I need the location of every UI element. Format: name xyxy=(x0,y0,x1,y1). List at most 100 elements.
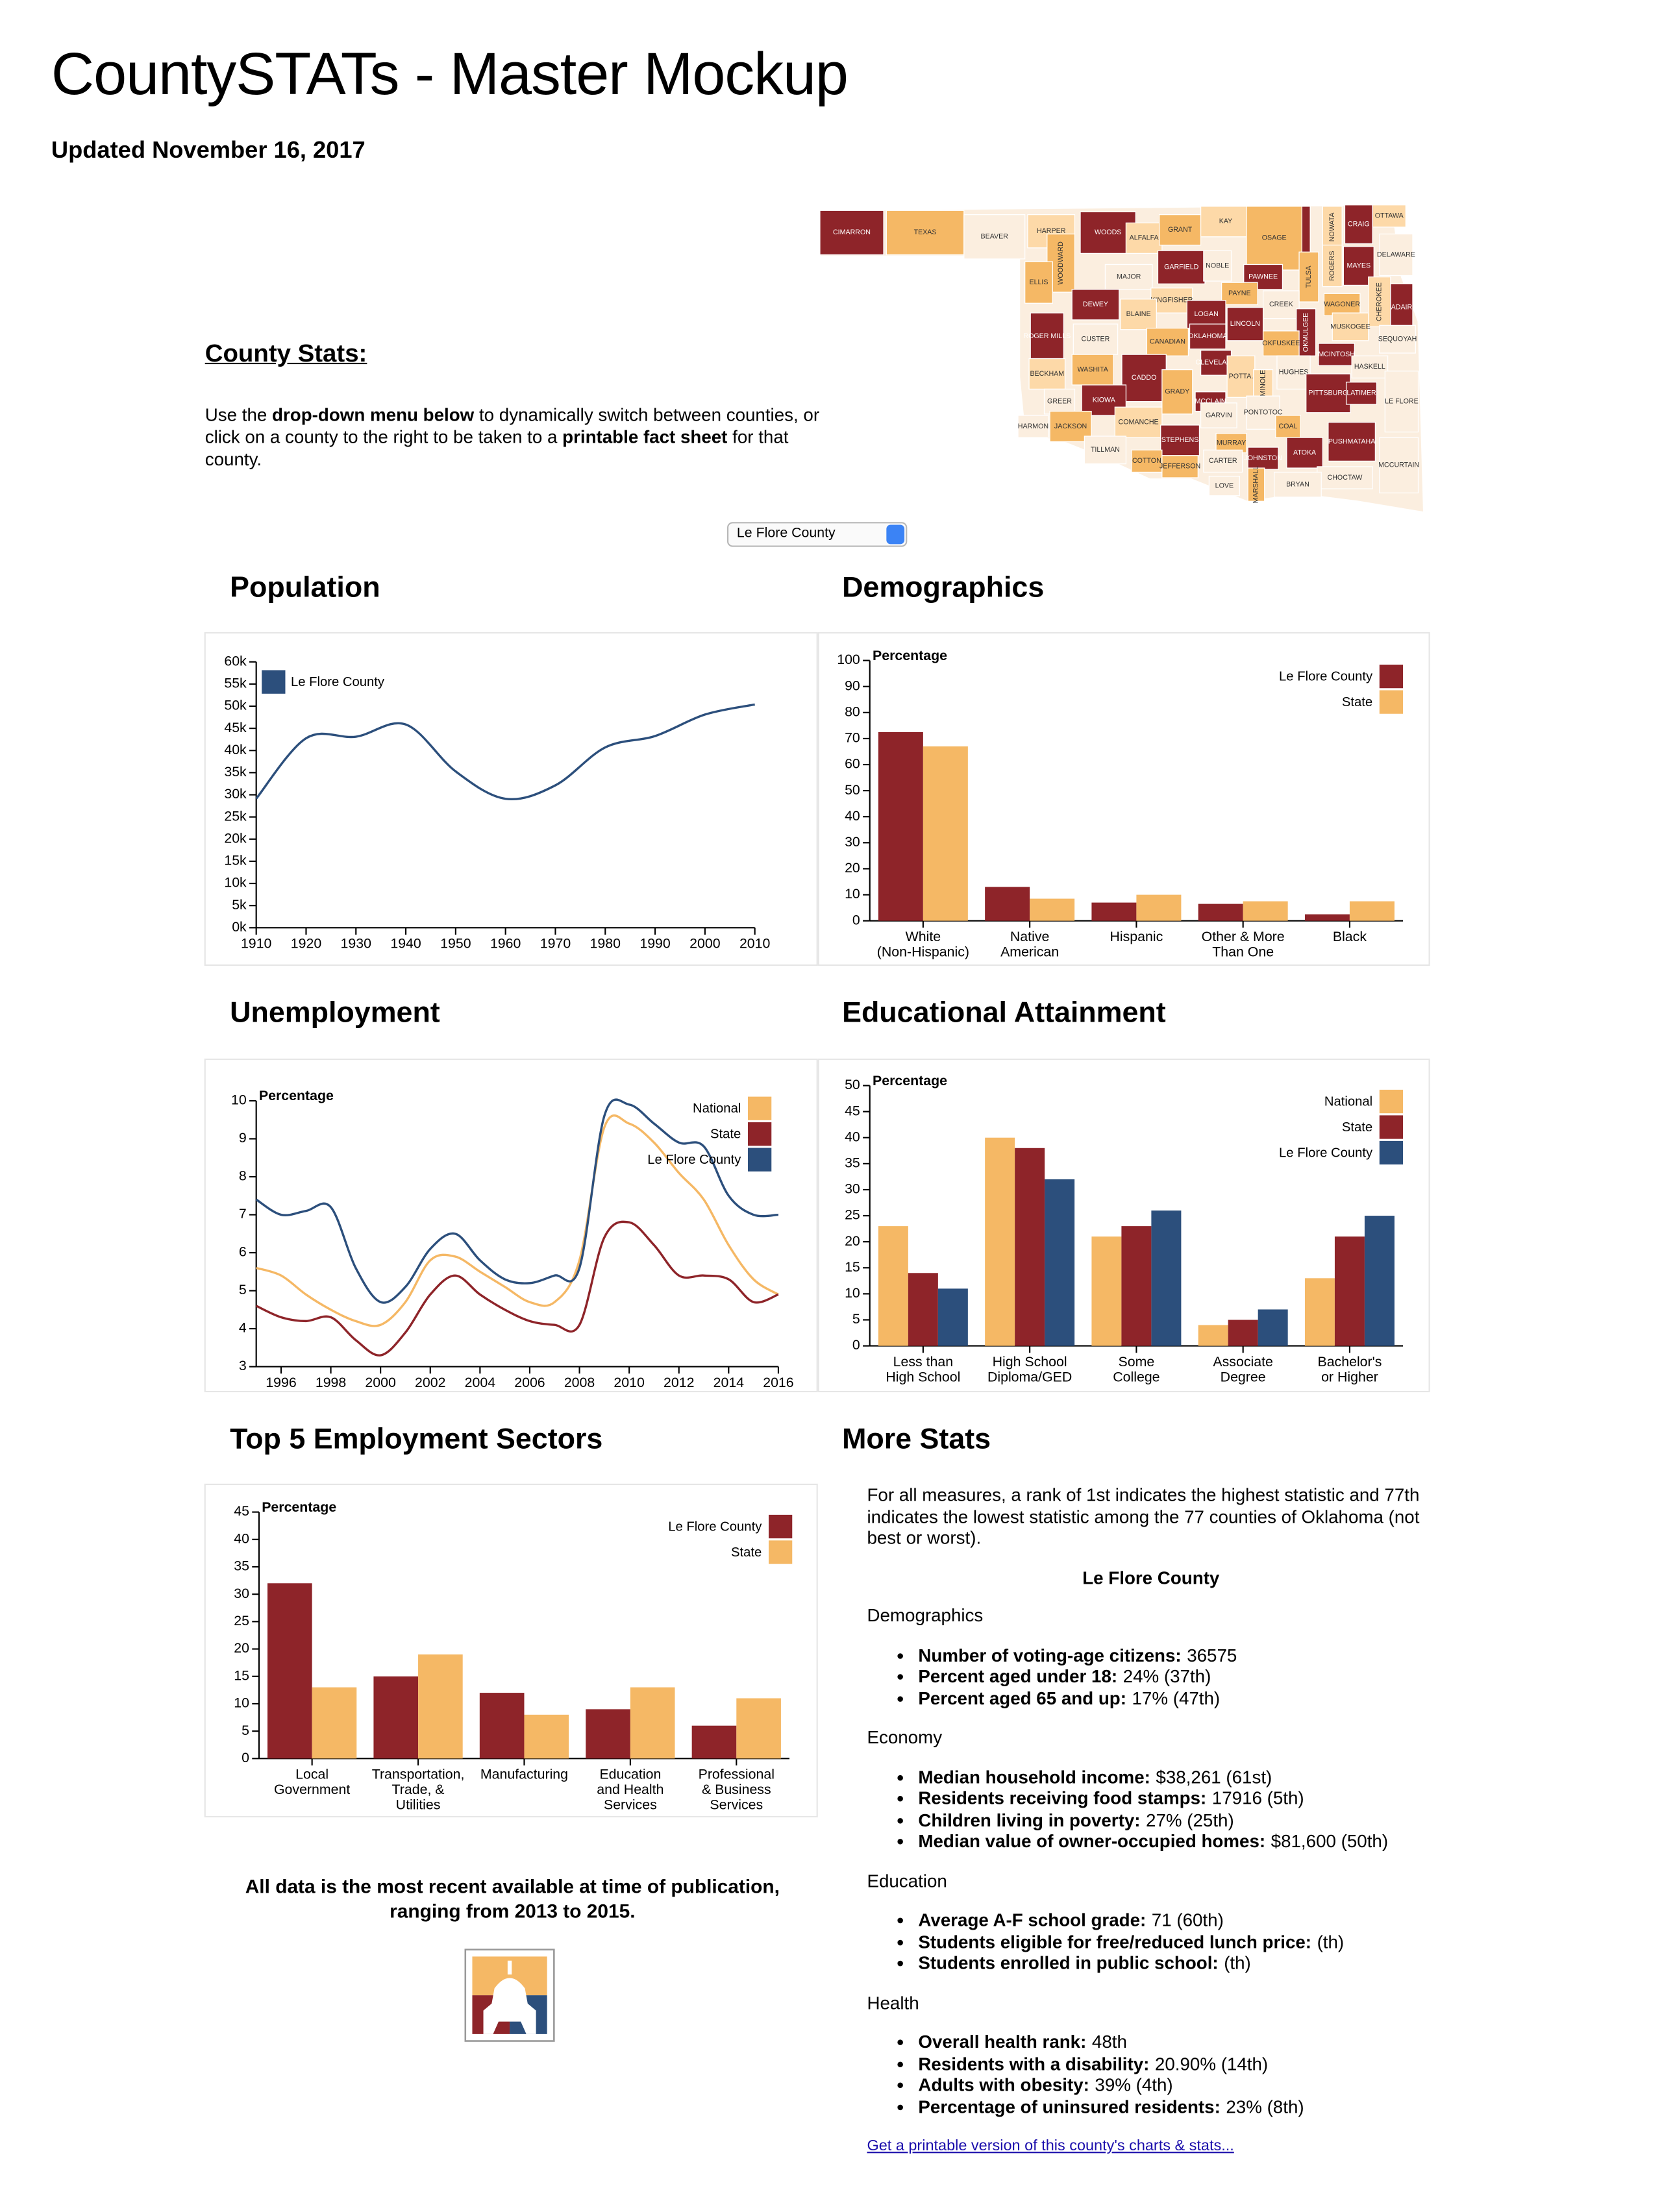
county[interactable] xyxy=(1215,433,1247,454)
county[interactable] xyxy=(1071,289,1120,321)
y-tick-label: 10k xyxy=(224,875,247,891)
bar xyxy=(1198,1325,1228,1346)
county[interactable] xyxy=(1390,283,1413,332)
county[interactable] xyxy=(1296,308,1317,356)
county[interactable] xyxy=(1379,233,1413,276)
county[interactable] xyxy=(1071,354,1114,386)
county[interactable] xyxy=(1028,358,1066,390)
x-tick-label: Education xyxy=(599,1767,661,1782)
county[interactable] xyxy=(1073,323,1119,355)
county-label: ROGER MILLS xyxy=(1023,332,1071,340)
county[interactable] xyxy=(1146,327,1189,356)
county-label: DELAWARE xyxy=(1377,251,1415,258)
county[interactable] xyxy=(1322,206,1343,249)
county[interactable] xyxy=(1274,471,1322,498)
county[interactable] xyxy=(1345,382,1378,405)
county[interactable] xyxy=(1318,343,1356,366)
county[interactable] xyxy=(1306,373,1351,413)
county[interactable] xyxy=(1024,261,1053,304)
y-tick-label: 90 xyxy=(845,678,860,693)
intro-text-part: for that county. xyxy=(205,426,789,470)
y-tick-label: 40k xyxy=(224,742,247,757)
stats-item: Children living in poverty:27% (25th) xyxy=(918,1809,1435,1830)
county[interactable] xyxy=(1372,204,1406,228)
bar xyxy=(1243,901,1288,921)
x-tick-label: Trade, & xyxy=(392,1782,445,1797)
county[interactable] xyxy=(1030,312,1065,361)
bar xyxy=(1304,1278,1335,1346)
county-label: JEFFERSON xyxy=(1160,463,1200,471)
county[interactable] xyxy=(1084,436,1127,465)
county[interactable] xyxy=(1328,422,1376,462)
county[interactable] xyxy=(1203,449,1243,473)
county[interactable] xyxy=(1246,206,1302,271)
county[interactable] xyxy=(1120,299,1157,330)
x-tick-label: Local xyxy=(295,1767,329,1782)
printable-link[interactable]: Get a printable version of this county's… xyxy=(867,2137,1234,2155)
county[interactable] xyxy=(1298,251,1319,302)
county[interactable] xyxy=(1247,447,1279,470)
county[interactable] xyxy=(1150,288,1193,313)
county-label: TEXAS xyxy=(914,228,937,236)
county[interactable] xyxy=(1226,306,1264,341)
y-tick-label: 25k xyxy=(224,808,247,824)
county[interactable] xyxy=(1379,325,1416,354)
county[interactable] xyxy=(1343,246,1374,286)
bar xyxy=(267,1583,312,1759)
county[interactable] xyxy=(819,210,884,256)
stats-item: Percentage of uninsured residents:23% (8… xyxy=(918,2096,1435,2117)
chart: 0 10 20 30 40 50 60 70 80 90 100 Percentage White(No… xyxy=(817,632,1430,966)
county-label: CRAIG xyxy=(1348,220,1370,228)
y-tick-label: 15 xyxy=(845,1259,860,1275)
county[interactable] xyxy=(1332,312,1369,341)
county[interactable] xyxy=(1286,437,1323,469)
county-dropdown[interactable]: Le Flore County xyxy=(726,522,908,547)
stats-section-heading: Demographics xyxy=(867,1604,984,1626)
county[interactable] xyxy=(1384,371,1419,433)
county[interactable] xyxy=(1246,395,1280,430)
county[interactable] xyxy=(1043,388,1076,415)
y-tick-label: 35k xyxy=(224,764,247,780)
county[interactable] xyxy=(1125,222,1163,254)
county[interactable] xyxy=(1017,415,1049,438)
county[interactable] xyxy=(1344,204,1373,245)
county[interactable] xyxy=(1161,455,1198,478)
county[interactable] xyxy=(1189,323,1226,350)
county[interactable] xyxy=(1158,214,1202,246)
county[interactable] xyxy=(1131,449,1163,473)
county[interactable] xyxy=(1121,354,1167,402)
county[interactable] xyxy=(1351,355,1389,379)
bar xyxy=(1304,914,1350,921)
section-heading: Population xyxy=(230,572,380,604)
county[interactable] xyxy=(963,214,1026,260)
intro-text-bold: drop-down menu below xyxy=(272,404,475,425)
y-tick-label: 30 xyxy=(845,834,860,850)
county[interactable] xyxy=(1379,437,1419,494)
stats-item: Percent aged 65 and up: 17% (47th) xyxy=(918,1687,1435,1708)
line-series xyxy=(255,1098,779,1304)
legend-swatch xyxy=(1379,1140,1404,1165)
county[interactable] xyxy=(1221,282,1258,305)
county[interactable] xyxy=(1208,476,1240,497)
county[interactable] xyxy=(1161,369,1193,415)
county[interactable] xyxy=(1275,415,1301,438)
county-label: WASHINGTON xyxy=(1280,191,1327,199)
y-tick-label: 4 xyxy=(239,1320,247,1336)
county[interactable] xyxy=(1368,276,1391,328)
county[interactable] xyxy=(1104,264,1153,290)
y-tick-label: 8 xyxy=(239,1168,247,1184)
x-tick-label: 2004 xyxy=(465,1375,496,1390)
y-tick-label: 30 xyxy=(234,1586,249,1601)
county[interactable] xyxy=(1322,244,1343,288)
county[interactable] xyxy=(1226,355,1256,398)
county[interactable] xyxy=(1276,355,1311,390)
county[interactable] xyxy=(1262,330,1300,356)
county-label: BEAVER xyxy=(981,233,1009,241)
county[interactable] xyxy=(1114,406,1163,438)
county[interactable] xyxy=(1203,250,1232,282)
county[interactable] xyxy=(1200,402,1237,428)
county[interactable] xyxy=(1247,467,1265,502)
stats-item-value: $38,261 (61st) xyxy=(1156,1766,1272,1788)
county[interactable] xyxy=(1262,290,1300,319)
